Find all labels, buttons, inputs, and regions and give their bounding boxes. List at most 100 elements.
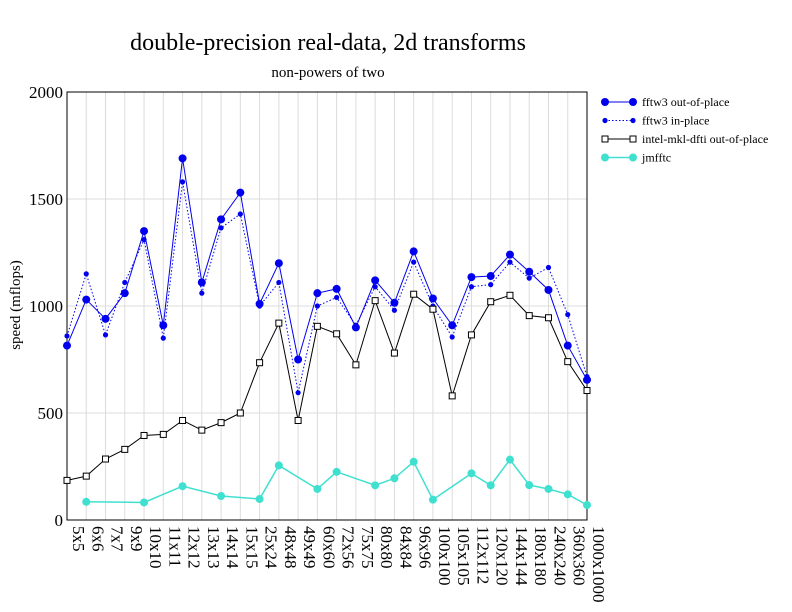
legend-label-3: jmfftc [641, 151, 671, 165]
data-point-3-18 [409, 457, 418, 466]
series-0 [63, 154, 591, 384]
data-point-1-2 [102, 332, 109, 338]
data-point-2-25 [544, 314, 552, 322]
data-point-3-25 [544, 484, 553, 493]
x-tick-label-22: 120x120 [493, 526, 512, 586]
data-point-0-0 [63, 341, 71, 350]
data-point-2-17 [390, 349, 398, 357]
x-tick-label-25: 240x240 [550, 526, 569, 586]
legend-item-0: fftw3 out-of-place [601, 95, 729, 109]
data-point-1-26 [565, 311, 571, 318]
x-tick-label-11: 48x48 [281, 526, 300, 569]
data-point-3-24 [525, 481, 534, 490]
x-tick-label-19: 100x100 [435, 526, 454, 586]
legend-label-2: intel-mkl-dfti out-of-place [642, 132, 768, 146]
series-2 [63, 290, 591, 484]
x-tick-label-6: 12x12 [185, 526, 204, 569]
data-point-0-18 [409, 247, 418, 256]
y-axis-label: speed (mflops) [8, 260, 24, 350]
y-tick-labels: 0 500 1000 1500 2000 [29, 83, 63, 530]
data-point-0-6 [178, 154, 187, 163]
data-point-2-9 [236, 409, 244, 417]
data-point-1-4 [141, 237, 147, 243]
data-point-1-17 [391, 307, 398, 313]
data-point-0-24 [525, 267, 534, 276]
data-point-2-21 [467, 331, 475, 339]
y-tick-label-4: 2000 [29, 83, 63, 102]
data-point-2-22 [487, 298, 495, 306]
data-point-1-20 [449, 334, 455, 340]
data-point-2-18 [410, 290, 418, 298]
series-line-0 [66, 158, 588, 381]
data-point-1-1 [83, 271, 89, 277]
data-point-2-4 [140, 431, 148, 439]
series-3 [82, 455, 591, 510]
series-line-1 [66, 181, 588, 393]
data-point-1-18 [411, 259, 417, 265]
chart-subtitle: non-powers of two [271, 65, 384, 81]
data-point-0-9 [236, 188, 245, 197]
data-point-2-20 [448, 392, 456, 400]
x-tick-label-2: 7x7 [108, 526, 127, 552]
data-point-1-3 [122, 279, 128, 286]
data-point-1-21 [468, 284, 475, 290]
x-tick-label-9: 15x15 [242, 526, 261, 569]
data-point-0-2 [101, 314, 110, 323]
data-point-3-27 [583, 501, 591, 510]
x-tick-label-7: 13x13 [204, 526, 223, 569]
data-point-1-13 [314, 303, 320, 309]
x-tick-labels: 5x5 6x6 7x7 9x9 10x10 11x11 12x12 13x13 14x14 15x… [69, 526, 608, 603]
data-point-3-14 [332, 467, 341, 476]
data-point-0-17 [390, 298, 399, 307]
data-point-2-7 [198, 426, 206, 434]
legend-marker-right-0 [629, 98, 637, 106]
y-tick-label-1: 500 [38, 404, 64, 423]
data-point-2-15 [352, 361, 360, 369]
x-tick-label-27: 1000x1000 [589, 526, 608, 603]
x-tick-label-8: 14x14 [223, 526, 242, 569]
data-point-3-26 [563, 490, 572, 499]
data-point-3-22 [486, 481, 495, 490]
data-point-2-27 [583, 387, 591, 395]
data-point-1-15 [353, 322, 359, 328]
data-point-0-25 [544, 285, 553, 294]
plot-frame [66, 91, 588, 521]
series-line-2 [66, 293, 588, 481]
x-tick-label-13: 60x60 [319, 526, 338, 569]
data-point-3-21 [467, 469, 476, 478]
data-point-1-8 [218, 225, 224, 231]
x-tick-label-0: 5x5 [69, 526, 88, 552]
x-tick-label-5: 11x11 [165, 526, 184, 567]
data-point-2-14 [333, 330, 341, 338]
data-point-1-11 [276, 279, 282, 286]
x-tick-label-16: 80x80 [377, 526, 396, 569]
data-point-0-8 [217, 215, 226, 224]
data-point-3-13 [313, 484, 322, 493]
data-point-2-13 [313, 322, 321, 330]
data-point-2-24 [525, 312, 533, 320]
data-point-0-11 [274, 259, 283, 268]
data-point-1-16 [372, 284, 378, 290]
x-tick-label-20: 105x105 [454, 526, 473, 586]
data-point-3-4 [140, 498, 149, 507]
legend-marker-left-0 [601, 98, 609, 106]
legend-marker-left-1 [602, 117, 608, 124]
legend-item-2: intel-mkl-dfti out-of-place [601, 132, 768, 146]
data-point-2-0 [63, 476, 71, 484]
x-tick-label-21: 112x112 [473, 526, 492, 584]
data-point-1-6 [179, 179, 186, 185]
data-point-0-4 [140, 227, 149, 236]
legend-item-1: fftw3 in-place [602, 114, 709, 128]
data-point-3-11 [274, 461, 283, 470]
data-point-0-7 [197, 278, 206, 287]
data-point-1-5 [160, 335, 166, 341]
data-point-0-13 [313, 289, 322, 298]
legend-marker-left-3 [601, 153, 609, 162]
data-point-1-23 [507, 259, 513, 265]
data-point-3-23 [505, 455, 514, 464]
data-point-2-6 [179, 416, 187, 424]
data-point-0-20 [448, 321, 457, 330]
x-tick-label-4: 10x10 [146, 526, 165, 569]
x-tick-label-23: 144x144 [512, 526, 531, 586]
